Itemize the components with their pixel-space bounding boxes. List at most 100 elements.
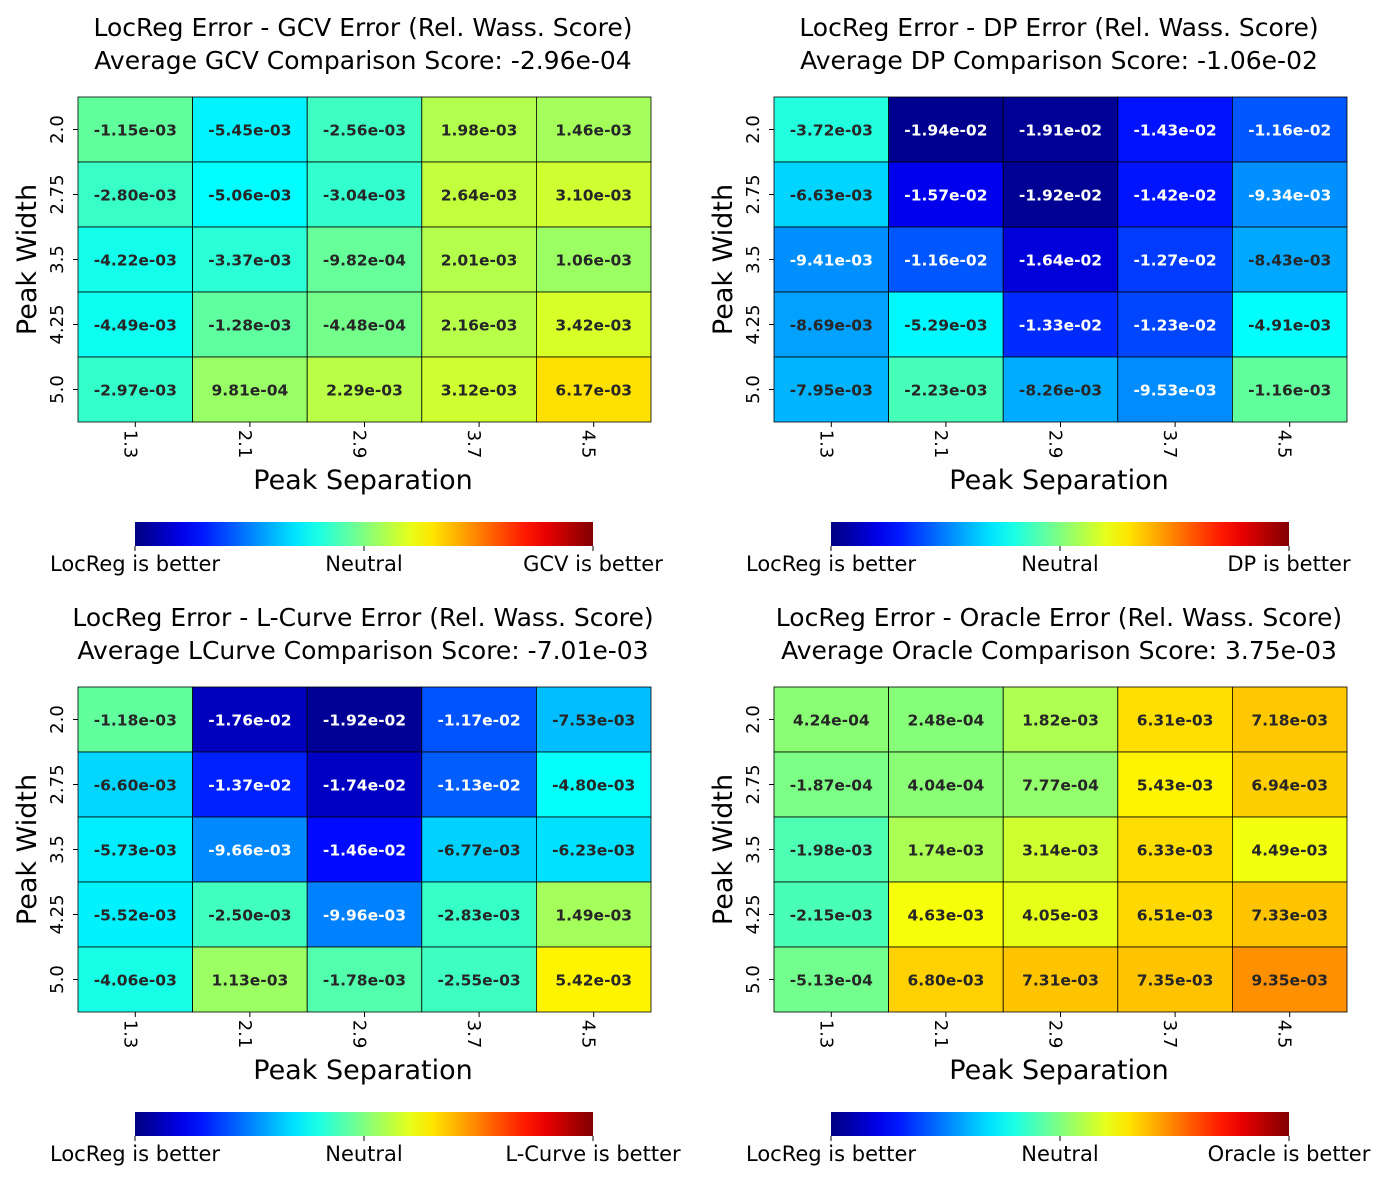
x-tick-label: 3.7 [463,430,484,459]
y-tick-label: 4.25 [743,894,764,934]
y-tick-label: 2.0 [47,705,68,734]
x-tick-label: 2.9 [1045,430,1066,459]
x-tick-label: 1.3 [119,1020,140,1049]
cell-label: -8.69e-03 [790,317,873,335]
colorbar-center-label: Neutral [1021,552,1099,576]
cell-label: 2.48e-04 [908,712,985,730]
cell-label: 3.12e-03 [441,382,518,400]
chart-title: LocReg Error - DP Error (Rel. Wass. Scor… [799,13,1318,42]
chart-title: LocReg Error - Oracle Error (Rel. Wass. … [776,603,1342,632]
chart-title: LocReg Error - GCV Error (Rel. Wass. Sco… [94,13,633,42]
y-tick-label: 4.25 [47,894,68,934]
colorbar-center-label: Neutral [1021,1142,1099,1166]
y-tick-label: 2.0 [743,705,764,734]
cell-label: 7.33e-03 [1251,907,1328,925]
heatmap-svg-gcv: LocReg Error - GCV Error (Rel. Wass. Sco… [0,0,700,600]
cell-label: -1.27e-02 [1133,252,1216,270]
y-tick-label: 4.25 [47,304,68,344]
x-tick-label: 2.9 [1045,1020,1066,1049]
colorbar-right-label: DP is better [1227,552,1351,576]
cell-label: 4.49e-03 [1251,842,1328,860]
chart-title: LocReg Error - L-Curve Error (Rel. Wass.… [72,603,653,632]
cell-label: -1.28e-03 [208,317,291,335]
cell-label: 1.49e-03 [555,907,632,925]
cell-label: -5.13e-04 [790,972,873,990]
cell-label: 1.13e-03 [212,972,289,990]
cell-label: -4.48e-04 [323,317,406,335]
x-axis-label: Peak Separation [253,465,473,496]
chart-subtitle: Average LCurve Comparison Score: -7.01e-… [77,636,648,665]
y-tick-label: 2.0 [47,115,68,144]
x-tick-label: 3.7 [1159,430,1180,459]
cell-label: 4.63e-03 [908,907,985,925]
cell-label: -1.33e-02 [1019,317,1102,335]
cell-label: -1.23e-02 [1133,317,1216,335]
cell-label: -9.53e-03 [1133,382,1216,400]
colorbar-right-label: Oracle is better [1208,1142,1371,1166]
cell-label: -1.91e-02 [1019,122,1102,140]
heatmap-svg-dp: LocReg Error - DP Error (Rel. Wass. Scor… [696,0,1396,600]
y-axis-label: Peak Width [708,774,739,925]
cell-label: 7.77e-04 [1022,777,1099,795]
cell-label: -9.34e-03 [1248,187,1331,205]
cell-label: -5.73e-03 [94,842,177,860]
cell-label: -1.94e-02 [904,122,987,140]
x-tick-label: 4.5 [578,430,599,459]
cell-label: -3.04e-03 [323,187,406,205]
x-tick-label: 2.9 [349,1020,370,1049]
cell-label: 9.35e-03 [1251,972,1328,990]
y-axis-label: Peak Width [12,774,43,925]
y-tick-label: 3.5 [743,245,764,274]
colorbar [831,522,1289,546]
cell-label: 6.33e-03 [1137,842,1214,860]
x-tick-label: 1.3 [119,430,140,459]
x-tick-label: 2.1 [234,1020,255,1049]
cell-label: 2.64e-03 [441,187,518,205]
cell-label: 5.43e-03 [1137,777,1214,795]
chart-subtitle: Average Oracle Comparison Score: 3.75e-0… [781,636,1337,665]
colorbar [135,1112,593,1136]
cell-label: 6.31e-03 [1137,712,1214,730]
cell-label: -5.29e-03 [904,317,987,335]
cell-label: 7.18e-03 [1251,712,1328,730]
cell-label: 1.82e-03 [1022,712,1099,730]
cell-label: -1.16e-02 [1248,122,1331,140]
x-tick-label: 2.1 [930,430,951,459]
y-tick-label: 5.0 [743,375,764,404]
cell-label: -6.63e-03 [790,187,873,205]
y-tick-label: 5.0 [743,965,764,994]
cell-label: 1.46e-03 [555,122,632,140]
cell-label: -1.87e-04 [790,777,873,795]
cell-label: -9.82e-04 [323,252,406,270]
chart-subtitle: Average DP Comparison Score: -1.06e-02 [800,46,1318,75]
cell-label: 1.98e-03 [441,122,518,140]
x-tick-label: 3.7 [463,1020,484,1049]
y-axis-label: Peak Width [12,184,43,335]
cell-label: -2.23e-03 [904,382,987,400]
cell-label: 3.42e-03 [555,317,632,335]
cell-label: -1.16e-03 [1248,382,1331,400]
cell-label: 4.24e-04 [793,712,870,730]
colorbar-right-label: GCV is better [523,552,663,576]
cell-label: 4.04e-04 [908,777,985,795]
x-tick-label: 2.1 [234,430,255,459]
cell-label: -1.98e-03 [790,842,873,860]
cell-label: 2.29e-03 [326,382,403,400]
cell-label: -1.15e-03 [94,122,177,140]
cell-label: 6.51e-03 [1137,907,1214,925]
cell-label: -8.26e-03 [1019,382,1102,400]
cell-label: -1.92e-02 [323,712,406,730]
colorbar-left-label: LocReg is better [50,552,220,576]
cell-label: -6.60e-03 [94,777,177,795]
cell-label: 4.05e-03 [1022,907,1099,925]
cell-label: -2.50e-03 [208,907,291,925]
colorbar [831,1112,1289,1136]
y-tick-label: 2.75 [47,764,68,804]
x-axis-label: Peak Separation [949,465,1169,496]
cell-label: -2.97e-03 [94,382,177,400]
cell-label: -4.80e-03 [552,777,635,795]
y-tick-label: 2.0 [743,115,764,144]
colorbar-left-label: LocReg is better [746,552,916,576]
x-tick-label: 1.3 [815,430,836,459]
cell-label: -2.55e-03 [437,972,520,990]
